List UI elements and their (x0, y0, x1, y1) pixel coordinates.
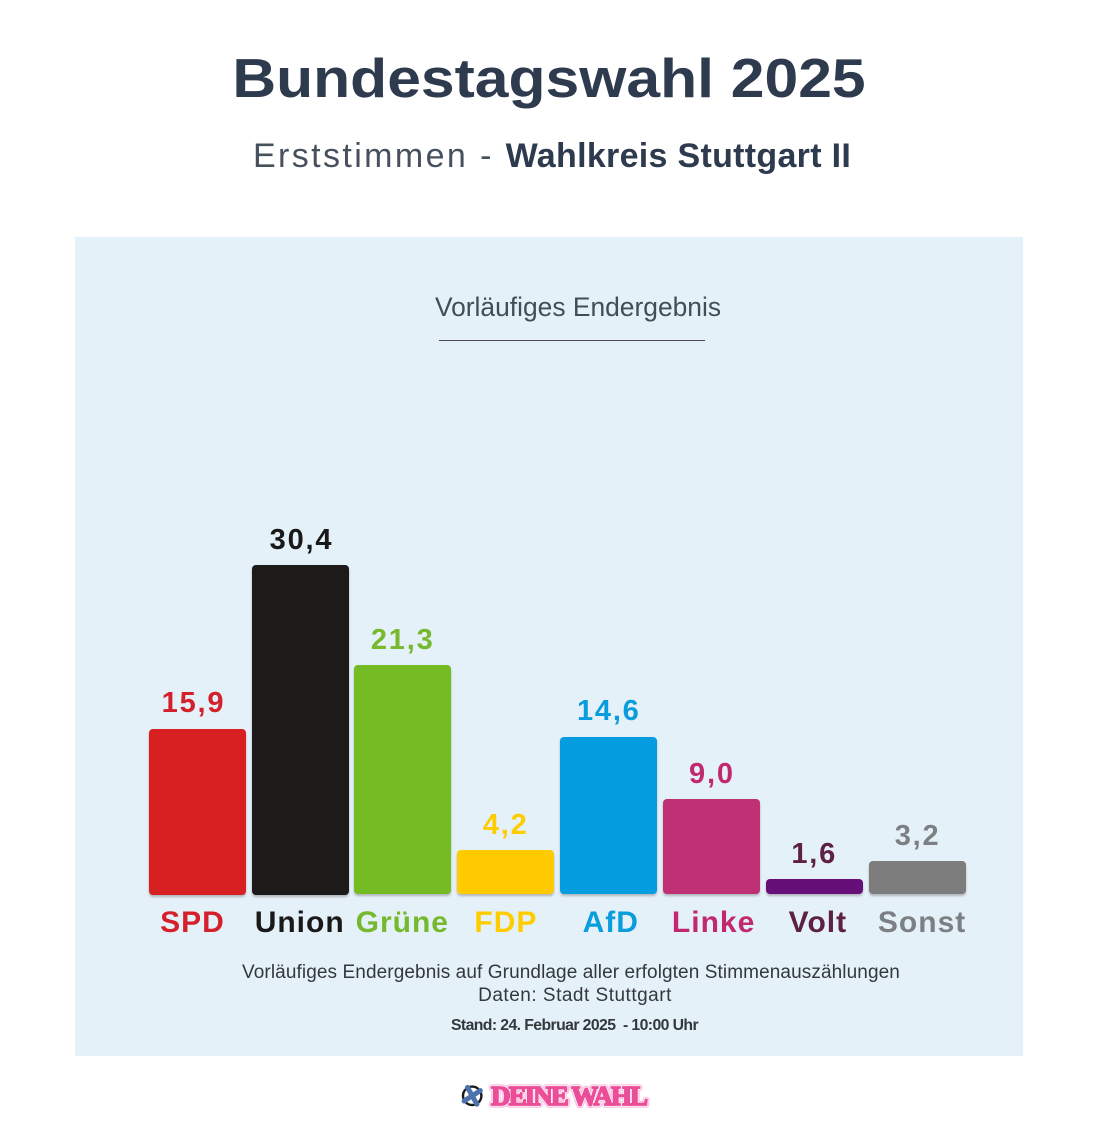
svg-text:DEINE WAHL: DEINE WAHL (491, 1081, 648, 1111)
svg-text:DEINE WAHL: DEINE WAHL (491, 1081, 648, 1111)
svg-text:DEINE WAHL: DEINE WAHL (491, 1081, 648, 1111)
